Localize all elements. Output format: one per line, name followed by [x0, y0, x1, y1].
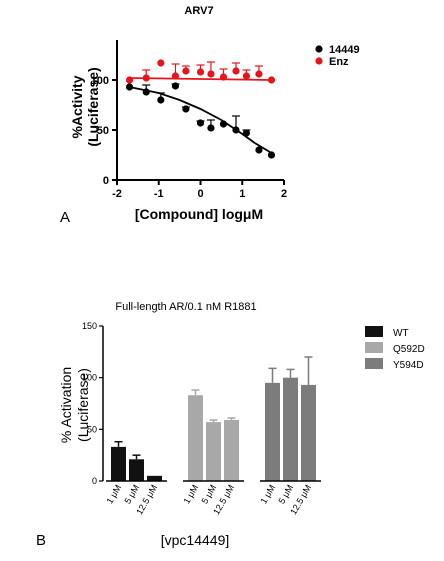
chart-a-ylabel-line1: %Activity — [69, 75, 85, 138]
chart-a-fit-line — [129, 86, 272, 154]
chart-a-xtick-label: -2 — [112, 188, 122, 200]
chart-a-xtick-label: 0 — [197, 188, 203, 200]
chart-a-point — [267, 76, 276, 84]
chart-a-point — [242, 72, 251, 80]
chart-a-legend-label: Enz — [329, 56, 349, 68]
chart-a-fit-line — [129, 77, 272, 81]
chart-b-bar — [283, 377, 298, 481]
chart-b-legend-label: Q592D — [393, 344, 425, 355]
chart-b-category-label: 1 μM — [258, 483, 277, 505]
chart-a-xlabel: [Compound] logμM — [135, 206, 263, 222]
chart-a-point — [182, 67, 190, 75]
chart-a-point — [125, 76, 134, 84]
chart-a-point — [255, 146, 263, 154]
chart-b-legend-label: WT — [393, 328, 409, 339]
chart-a-point — [196, 68, 205, 76]
panel-b-label: B — [36, 532, 46, 549]
chart-a-ytick-label: 50 — [97, 125, 109, 137]
chart-a-point — [242, 129, 251, 137]
chart-b-legend-swatch — [365, 342, 383, 353]
chart-a-point — [196, 119, 205, 127]
chart-a-legend-label: 14449 — [329, 44, 360, 56]
chart-b-category-label: 1 μM — [104, 483, 123, 505]
chart-a-point — [207, 70, 215, 78]
chart-a-xtick-label: -1 — [154, 188, 164, 200]
chart-a-point — [125, 83, 134, 91]
chart-b-bar — [111, 446, 126, 481]
chart-b-bar — [129, 459, 144, 481]
chart-b-bar — [188, 395, 203, 481]
chart-a-series-0 — [125, 82, 276, 159]
chart-b-legend-label: Y594D — [393, 360, 424, 371]
chart-b-ytick-label: 0 — [92, 476, 97, 486]
chart-b-category-label: 1 μM — [181, 483, 200, 505]
chart-a-point — [142, 74, 150, 82]
chart-a-ytick-label: 100 — [91, 75, 109, 87]
chart-a-point — [232, 67, 240, 75]
chart-a-point — [171, 82, 180, 90]
chart-b-bar — [224, 420, 239, 481]
chart-a-point — [157, 96, 165, 104]
chart-a-point — [232, 126, 240, 134]
chart-b-bar — [206, 422, 221, 481]
chart-b-ylabel-line2: (Luciferase) — [75, 368, 91, 442]
chart-a-point — [142, 88, 150, 96]
chart-b-bar — [147, 475, 162, 481]
panel-a-label: A — [60, 209, 70, 226]
chart-b-legend-swatch — [365, 326, 383, 337]
chart-a-point — [207, 124, 215, 132]
chart-a-xtick-label: 2 — [281, 188, 287, 200]
chart-a-point — [219, 73, 228, 81]
chart-b-title: Full-length AR/0.1 nM R1881 — [115, 301, 256, 313]
chart-a-legend-marker — [315, 45, 323, 53]
chart-a-title: ARV7 — [184, 5, 213, 17]
chart-a-point — [157, 59, 165, 67]
chart-a-series-1 — [125, 59, 276, 84]
chart-a-xtick-label: 1 — [239, 188, 245, 200]
chart-a-legend-marker — [315, 57, 323, 65]
chart-b-bar — [265, 382, 280, 481]
chart-b-xlabel: [vpc14449] — [161, 532, 230, 548]
chart-a-ylabel-line2: (Luciferase) — [85, 67, 101, 146]
chart-b-ytick-label: 150 — [82, 321, 97, 331]
chart-b-ytick-label: 50 — [87, 424, 97, 434]
chart-a-point — [255, 70, 263, 78]
chart-b-ytick-label: 100 — [82, 373, 97, 383]
chart-a-point — [182, 105, 190, 113]
chart-a-ytick-label: 0 — [103, 175, 109, 187]
chart-a-point — [171, 72, 180, 80]
chart-b-bar — [301, 384, 316, 481]
chart-a-point — [267, 151, 276, 159]
chart-a-point — [219, 120, 228, 128]
chart-b-legend-swatch — [365, 358, 383, 369]
chart-b-ylabel-line1: % Activation — [58, 367, 74, 443]
